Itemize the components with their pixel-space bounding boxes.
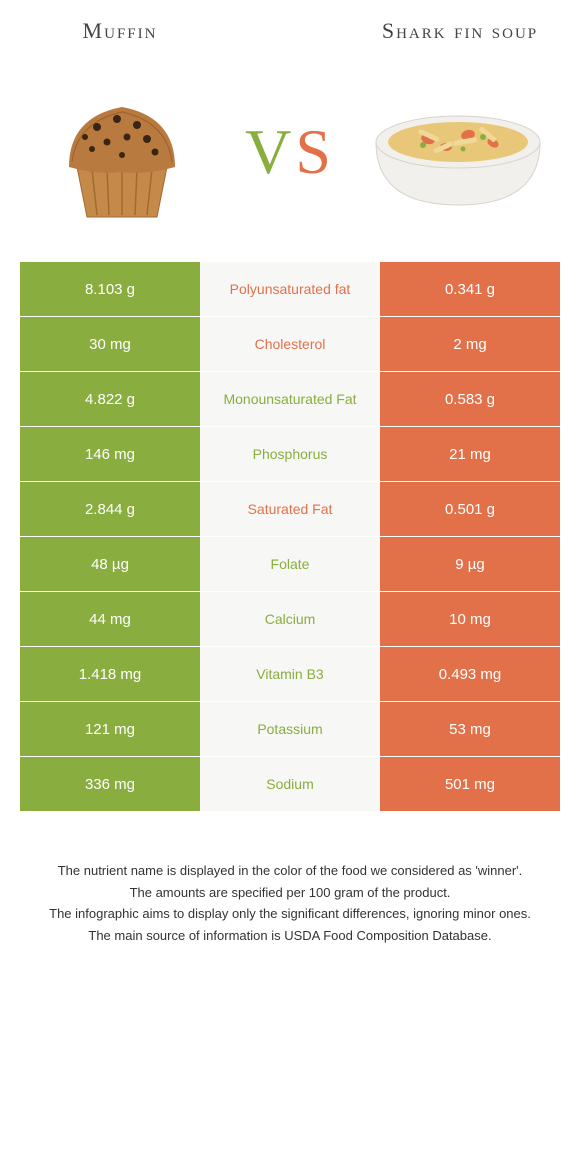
left-value: 4.822 g [20, 372, 200, 426]
right-value: 0.583 g [380, 372, 560, 426]
header-row: Muffin Shark fin soup [0, 0, 580, 52]
nutrient-label: Cholesterol [200, 317, 380, 371]
table-row: 146 mgPhosphorus21 mg [20, 427, 560, 481]
footnote-line: The nutrient name is displayed in the co… [30, 861, 550, 881]
left-value: 44 mg [20, 592, 200, 646]
right-value: 0.501 g [380, 482, 560, 536]
right-value: 2 mg [380, 317, 560, 371]
nutrient-label: Saturated Fat [200, 482, 380, 536]
vs-label: VS [245, 115, 335, 189]
left-value: 121 mg [20, 702, 200, 756]
footnote-line: The amounts are specified per 100 gram o… [30, 883, 550, 903]
nutrient-label: Polyunsaturated fat [200, 262, 380, 316]
nutrient-table: 8.103 gPolyunsaturated fat0.341 g30 mgCh… [20, 262, 560, 811]
table-row: 48 µgFolate9 µg [20, 537, 560, 591]
muffin-icon [47, 77, 197, 227]
right-value: 21 mg [380, 427, 560, 481]
nutrient-label: Phosphorus [200, 427, 380, 481]
right-food-title: Shark fin soup [340, 18, 580, 44]
vs-v: V [245, 115, 295, 189]
left-value: 146 mg [20, 427, 200, 481]
table-row: 2.844 gSaturated Fat0.501 g [20, 482, 560, 536]
nutrient-label: Sodium [200, 757, 380, 811]
nutrient-label: Monounsaturated Fat [200, 372, 380, 426]
soup-image [347, 72, 570, 232]
right-value: 53 mg [380, 702, 560, 756]
soup-icon [368, 87, 548, 217]
nutrient-label: Calcium [200, 592, 380, 646]
left-value: 30 mg [20, 317, 200, 371]
muffin-image [10, 72, 233, 232]
right-value: 0.341 g [380, 262, 560, 316]
vs-s: S [295, 115, 335, 189]
left-value: 1.418 mg [20, 647, 200, 701]
table-row: 30 mgCholesterol2 mg [20, 317, 560, 371]
table-row: 44 mgCalcium10 mg [20, 592, 560, 646]
footnote-line: The main source of information is USDA F… [30, 926, 550, 946]
table-row: 4.822 gMonounsaturated Fat0.583 g [20, 372, 560, 426]
left-value: 2.844 g [20, 482, 200, 536]
nutrient-label: Folate [200, 537, 380, 591]
table-row: 8.103 gPolyunsaturated fat0.341 g [20, 262, 560, 316]
footnote-line: The infographic aims to display only the… [30, 904, 550, 924]
header-spacer [240, 18, 340, 44]
left-value: 8.103 g [20, 262, 200, 316]
nutrient-label: Potassium [200, 702, 380, 756]
left-value: 336 mg [20, 757, 200, 811]
table-row: 1.418 mgVitamin B30.493 mg [20, 647, 560, 701]
right-value: 501 mg [380, 757, 560, 811]
left-value: 48 µg [20, 537, 200, 591]
footnotes: The nutrient name is displayed in the co… [30, 861, 550, 945]
table-row: 336 mgSodium501 mg [20, 757, 560, 811]
right-value: 0.493 mg [380, 647, 560, 701]
right-value: 10 mg [380, 592, 560, 646]
nutrient-label: Vitamin B3 [200, 647, 380, 701]
table-row: 121 mgPotassium53 mg [20, 702, 560, 756]
right-value: 9 µg [380, 537, 560, 591]
left-food-title: Muffin [0, 18, 240, 44]
image-row: VS [0, 52, 580, 262]
